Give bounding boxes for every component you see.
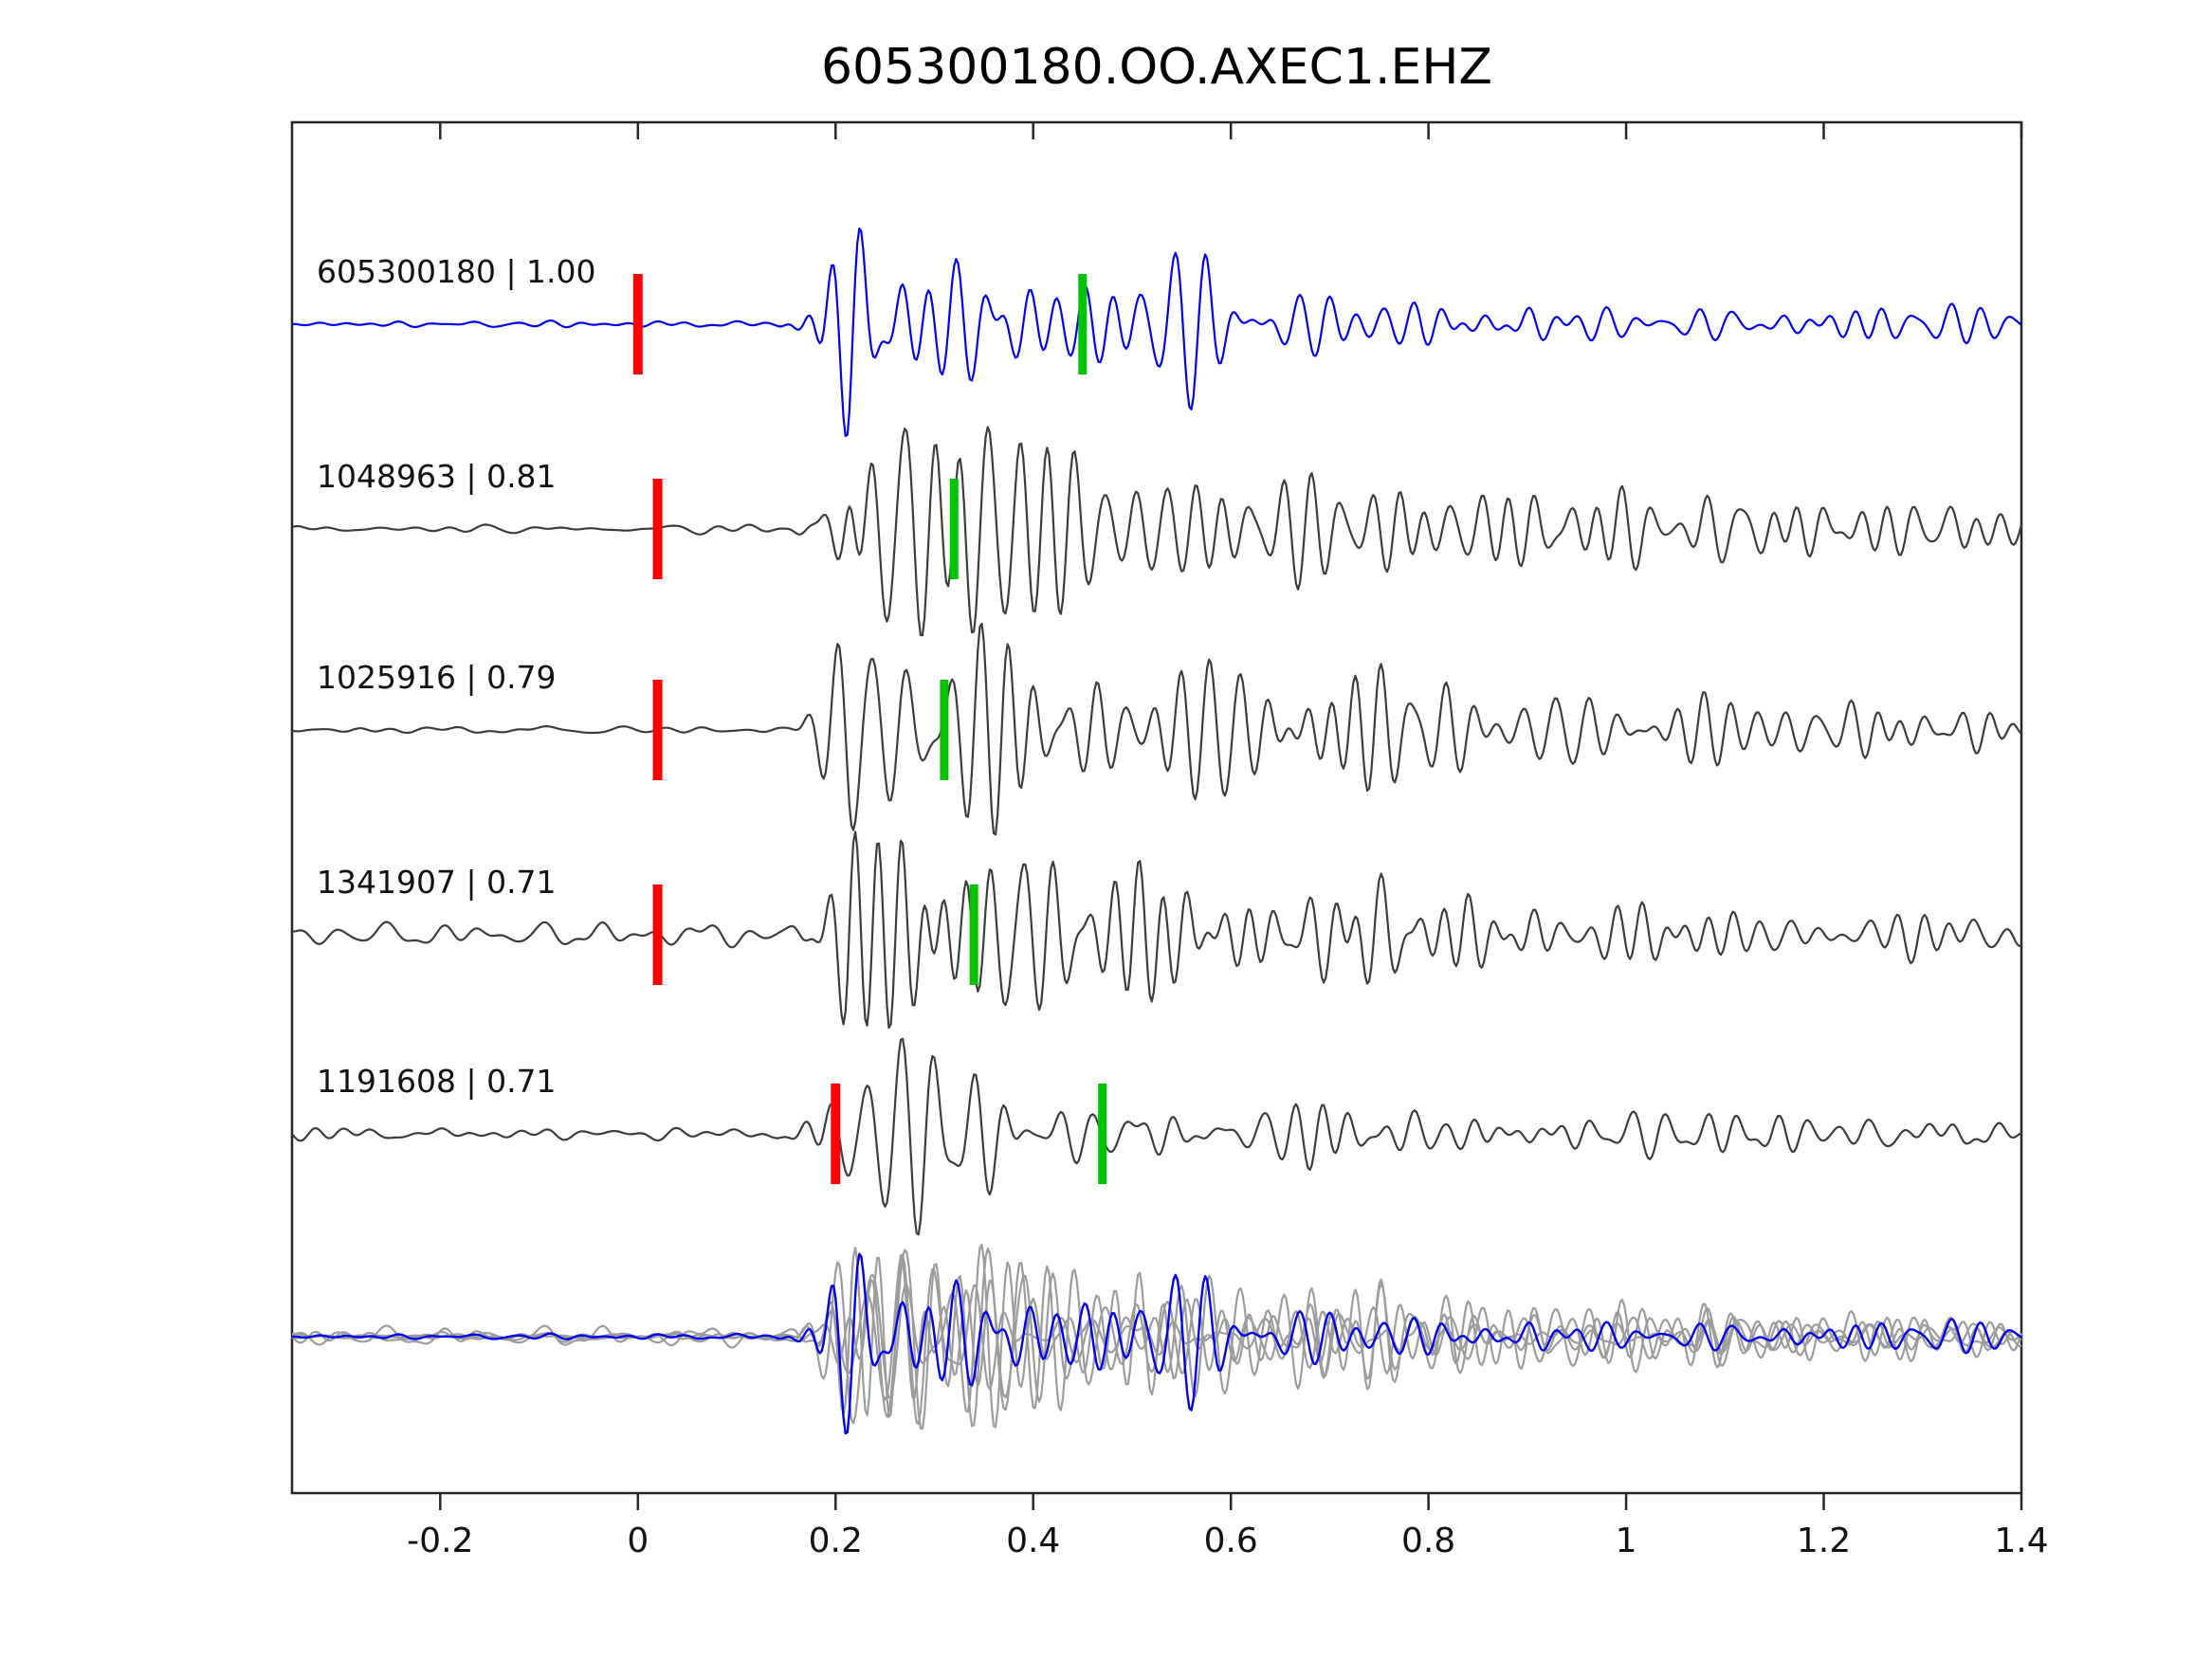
- plot-frame: [290, 120, 2023, 1495]
- x-tick-label: 0.2: [809, 1522, 863, 1560]
- waveform-trace-1341907: [291, 830, 2022, 1030]
- trace-label-1025916: 1025916 | 0.79: [317, 659, 557, 696]
- trace-label-1341907: 1341907 | 0.71: [317, 864, 557, 901]
- x-tick-label: 0.4: [1006, 1522, 1060, 1560]
- x-axis-ticks: [439, 122, 2023, 1510]
- x-tick-label: 1.4: [1994, 1522, 2048, 1560]
- waveform-trace-605300180: [291, 228, 2022, 438]
- trace-label-1191608: 1191608 | 0.71: [317, 1063, 557, 1100]
- waveform-trace-1048963: [291, 426, 2023, 637]
- x-tick-label: 1.2: [1797, 1522, 1851, 1560]
- waveform-trace-1025916: [291, 622, 2022, 836]
- x-tick-label: -0.2: [407, 1522, 473, 1560]
- x-axis-tick-labels: -0.2 0 0.2 0.4 0.6 0.8 1 1.2 1.4: [407, 1522, 2048, 1560]
- x-tick-label: 0: [627, 1522, 649, 1560]
- overlay-trace-1191608: [291, 1253, 2022, 1425]
- trace-labels: 605300180 | 1.00 1048963 | 0.81 1025916 | …: [317, 253, 596, 1100]
- pick-markers: [632, 274, 1107, 1184]
- x-tick-label: 1: [1616, 1522, 1637, 1560]
- waveform-traces: [291, 228, 2023, 1435]
- trace-label-1048963: 1048963 | 0.81: [317, 458, 557, 495]
- x-tick-label: 0.8: [1401, 1522, 1455, 1560]
- waveform-trace-1191608: [291, 1037, 2022, 1236]
- trace-label-605300180: 605300180 | 1.00: [317, 253, 596, 290]
- x-tick-label: 0.6: [1204, 1522, 1258, 1560]
- overlay-trace-605300180: [291, 1252, 2022, 1435]
- chart-title: 605300180.OO.AXEC1.EHZ: [821, 39, 1492, 96]
